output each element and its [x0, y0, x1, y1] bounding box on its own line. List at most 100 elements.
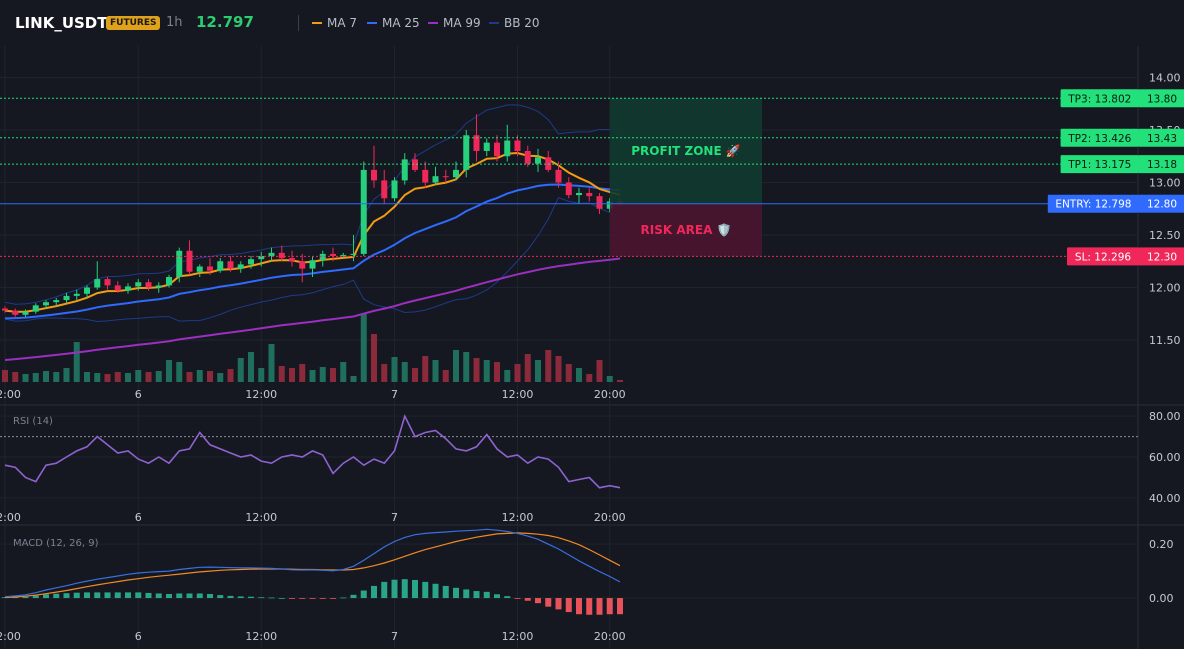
profit-zone-label: PROFIT ZONE 🚀	[631, 144, 741, 158]
candle-body	[473, 135, 480, 151]
macd-histogram-bar	[207, 594, 213, 599]
candle-body	[309, 260, 316, 269]
candle	[84, 285, 90, 298]
candle-body	[442, 176, 449, 178]
macd-tick-label: 0.00	[1149, 592, 1174, 605]
macd-histogram-bar	[53, 593, 60, 599]
macd-histogram-bar	[114, 592, 121, 599]
macd-histogram-bar	[350, 594, 357, 599]
macd-histogram-bar	[586, 598, 593, 615]
candle-body	[186, 250, 193, 272]
candle	[114, 281, 121, 293]
legend-ma99[interactable]: MA 99	[428, 16, 481, 30]
volume-bar	[545, 350, 552, 382]
candle-body	[340, 254, 347, 256]
macd-histogram-bar	[94, 592, 101, 599]
volume-bar	[565, 364, 572, 382]
level-axis-label: 12.30	[1147, 251, 1177, 263]
candle-body	[104, 279, 111, 286]
candle	[360, 161, 367, 256]
profit-zone	[610, 98, 762, 204]
volume-bar	[32, 373, 39, 382]
macd-histogram-bar	[391, 579, 398, 599]
candle-body	[155, 285, 162, 288]
level-tag-label: TP3: 13.802	[1067, 93, 1131, 105]
macd-histogram-bar	[494, 594, 500, 599]
candle	[227, 256, 234, 272]
macd-histogram-bar	[2, 597, 8, 599]
volume-bar	[217, 373, 224, 382]
volume-bar	[12, 372, 19, 382]
macd-histogram-bar	[535, 598, 541, 604]
candle	[166, 274, 172, 288]
macd-histogram-bar	[145, 592, 152, 599]
legend-ma7[interactable]: MA 7	[312, 16, 357, 30]
rsi-tick-label: 80.00	[1149, 410, 1181, 423]
time-tick-label: 7	[391, 630, 398, 643]
macd-histogram-bar	[227, 595, 234, 599]
candle	[94, 261, 101, 290]
macd-histogram-bar	[442, 585, 449, 599]
volume-bar	[360, 314, 367, 382]
volume-bar	[196, 370, 203, 382]
candle-body	[217, 261, 224, 271]
volume-bar	[268, 344, 275, 382]
volume-bar	[135, 370, 142, 382]
macd-histogram-bar	[463, 589, 470, 599]
candle	[545, 151, 552, 172]
volume-bar	[586, 374, 593, 382]
symbol-title[interactable]: LINK_USDT	[15, 14, 108, 32]
volume-bar	[391, 357, 398, 382]
volume-bar	[176, 362, 183, 382]
candle	[391, 177, 398, 202]
candle-body	[555, 169, 562, 183]
legend-ma25[interactable]: MA 25	[367, 16, 420, 30]
candle	[12, 308, 19, 317]
candle-body	[535, 157, 541, 164]
timeframe-label[interactable]: 1h	[166, 15, 183, 30]
candle-body	[422, 169, 429, 183]
volume-bar	[94, 373, 101, 382]
candle	[340, 252, 347, 259]
time-tick-label: 6	[135, 388, 142, 401]
candle	[155, 282, 162, 293]
level-axis-tag-tp2	[1139, 128, 1184, 147]
candle	[2, 306, 8, 313]
candle	[463, 130, 470, 178]
macd-histogram-bar	[412, 580, 418, 599]
price-tick-label: 12.00	[1149, 282, 1181, 295]
volume-bar	[555, 356, 562, 382]
volume-bar	[617, 380, 623, 382]
legend-label: MA 99	[443, 16, 481, 30]
macd-histogram-bar	[565, 598, 572, 613]
legend-bb20[interactable]: BB 20	[489, 16, 540, 30]
candle	[371, 145, 377, 188]
candle-body	[545, 157, 552, 170]
level-axis-label: 12.80	[1147, 199, 1177, 211]
macd-histogram-bar	[104, 592, 111, 599]
level-axis-label: 13.43	[1147, 133, 1177, 145]
candle	[145, 279, 152, 291]
volume-bar	[504, 370, 511, 382]
volume-bar	[166, 360, 172, 382]
candle-body	[401, 159, 408, 181]
candle	[576, 187, 582, 204]
candle	[535, 148, 541, 172]
candle	[412, 153, 418, 172]
candle-body	[596, 196, 603, 209]
macd-label: MACD (12, 26, 9)	[13, 538, 99, 549]
candle	[483, 138, 490, 157]
candle	[22, 309, 29, 317]
macd-histogram-bar	[299, 598, 306, 599]
level-axis-tag-tp3	[1139, 89, 1184, 108]
macd-histogram-bar	[258, 597, 265, 599]
macd-histogram-bar	[63, 593, 70, 599]
candle	[555, 161, 562, 188]
candle-body	[176, 250, 183, 277]
candle-body	[381, 180, 388, 199]
macd-histogram-bar	[401, 579, 408, 599]
macd-histogram-bar	[84, 592, 90, 599]
time-tick-label: 20:00	[594, 630, 626, 643]
candle-body	[53, 300, 60, 303]
